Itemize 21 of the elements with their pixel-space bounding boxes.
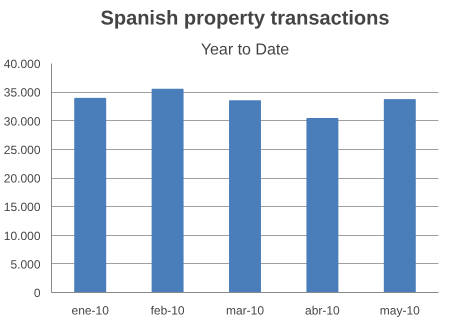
chart-title: Spanish property transactions [100,8,390,30]
x-tick-label: may-10 [380,304,420,318]
chart-subtitle: Year to Date [200,42,290,58]
y-tick-label: 20.000 [4,172,41,186]
bar [74,98,106,292]
y-tick-label: 5.000 [10,257,41,272]
y-tick-label: 35.000 [4,86,41,100]
x-tick-label: feb-10 [150,304,185,318]
x-tick-label: abr-10 [305,304,340,318]
y-tick-label: 10.000 [4,228,41,243]
bar [229,100,261,292]
bar [384,99,416,292]
y-tick-label: 25.000 [4,142,41,157]
y-tick-label: 15.000 [4,200,41,214]
bar [306,118,338,292]
y-tick-label: 40.000 [4,57,41,71]
x-tick-label: mar-10 [226,304,264,318]
x-tick-label: ene-10 [72,304,110,318]
bar [152,88,184,292]
y-tick-label: 30.000 [4,114,41,128]
y-tick-label: 0 [34,286,41,300]
